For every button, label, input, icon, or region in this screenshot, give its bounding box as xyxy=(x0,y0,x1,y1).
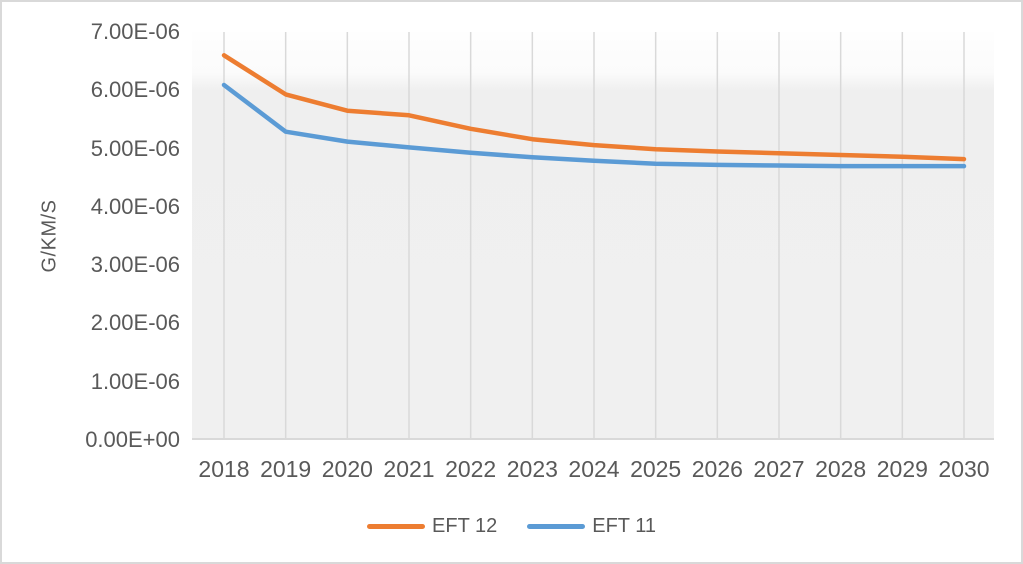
y-tick-label: 1.00E-06 xyxy=(90,368,180,394)
chart-svg xyxy=(192,32,994,440)
x-tick-label: 2022 xyxy=(445,456,497,482)
x-tick-label: 2024 xyxy=(568,456,620,482)
y-tick-label: 6.00E-06 xyxy=(90,77,180,103)
legend-swatch xyxy=(367,523,426,529)
y-tick-label: 4.00E-06 xyxy=(90,193,180,219)
x-tick-label: 2020 xyxy=(321,456,373,482)
y-axis-title: G/KM/S xyxy=(38,199,61,273)
legend-swatch xyxy=(527,523,586,529)
legend-label: EFT 12 xyxy=(432,515,498,537)
legend-item-eft-12: EFT 12 xyxy=(367,514,497,538)
x-tick-label: 2028 xyxy=(815,456,867,482)
x-tick-label: 2027 xyxy=(753,456,805,482)
x-tick-label: 2023 xyxy=(506,456,558,482)
series-line-eft-12 xyxy=(221,53,967,162)
x-tick-label: 2018 xyxy=(198,456,250,482)
x-tick-label: 2019 xyxy=(260,456,312,482)
y-tick-label: 5.00E-06 xyxy=(90,135,180,161)
x-tick-label: 2025 xyxy=(630,456,682,482)
y-tick-label: 3.00E-06 xyxy=(90,252,180,278)
legend-label: EFT 11 xyxy=(592,515,656,537)
y-tick-label: 7.00E-06 xyxy=(90,19,180,44)
y-tick-label: 0.00E+00 xyxy=(85,427,180,452)
x-tick-label: 2030 xyxy=(938,456,990,482)
y-tick-label: 2.00E-06 xyxy=(90,310,180,336)
x-tick-label: 2021 xyxy=(383,456,435,482)
legend-item-eft-11: EFT 11 xyxy=(527,514,656,538)
x-tick-label: 2029 xyxy=(876,456,928,482)
plot-area xyxy=(192,32,994,440)
legend: EFT 12 EFT 11 xyxy=(2,514,1021,538)
x-tick-label: 2026 xyxy=(691,456,743,482)
series-line-eft-11 xyxy=(221,82,967,169)
